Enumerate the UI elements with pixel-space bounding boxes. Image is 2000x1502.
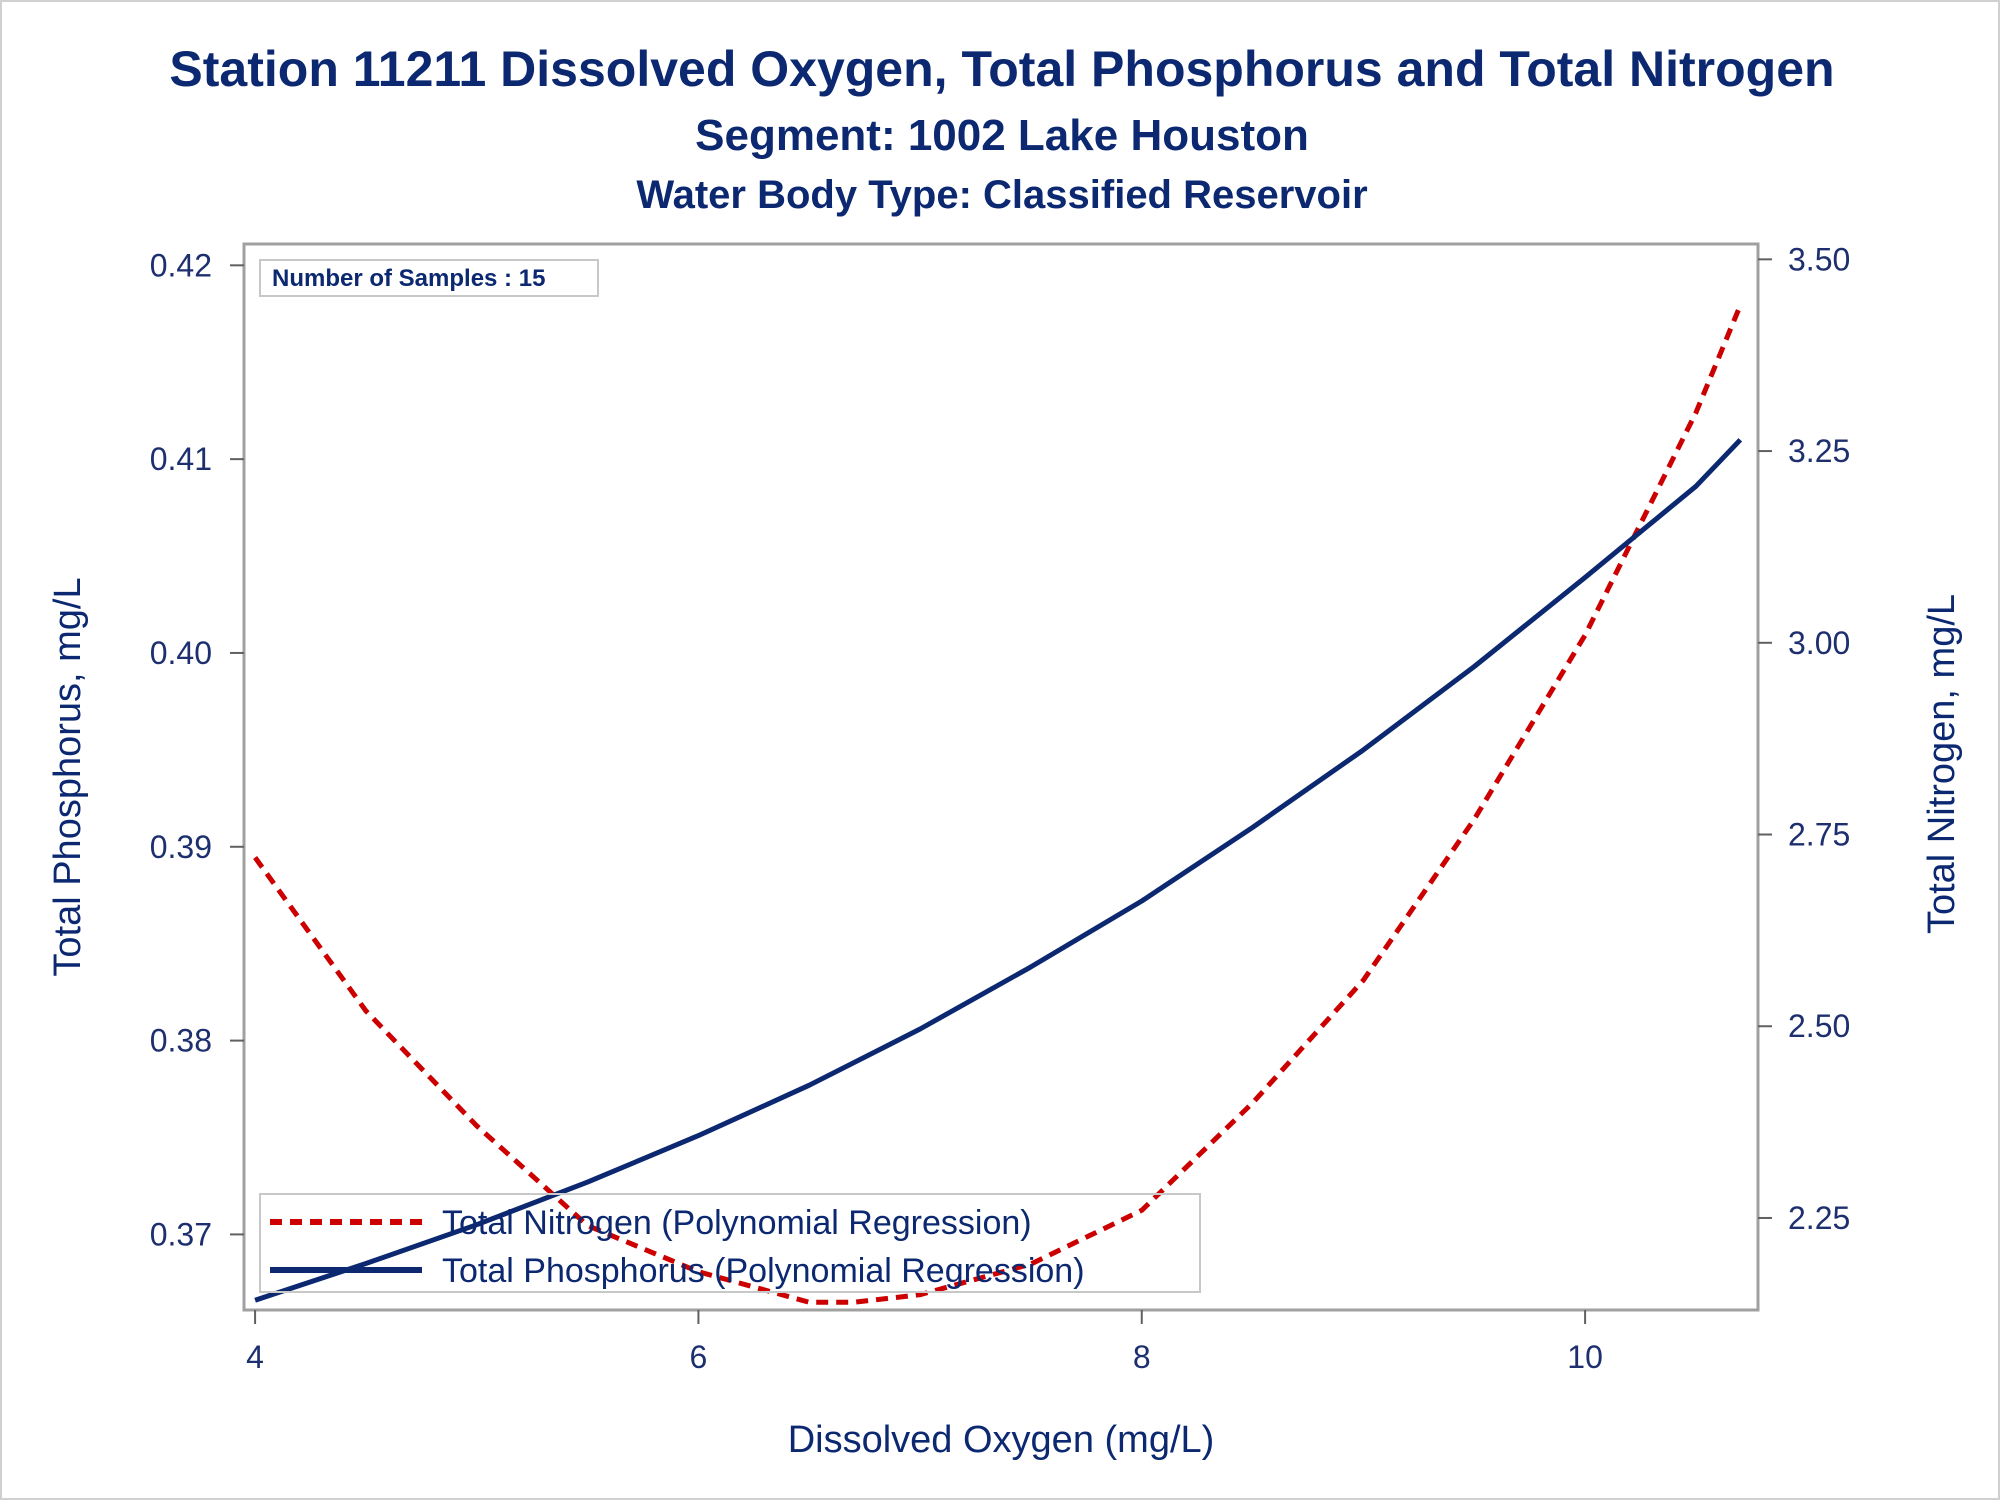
y-tick-label: 0.37 <box>150 1216 212 1252</box>
y-tick-label: 0.40 <box>150 635 212 671</box>
nitrogen-series-line <box>253 304 1743 1305</box>
y2-tick-label: 3.50 <box>1788 241 1850 277</box>
y-tick-label: 0.42 <box>150 247 212 283</box>
x-tick-label: 6 <box>690 1339 708 1375</box>
y2-tick-label: 3.25 <box>1788 433 1850 469</box>
x-tick-label: 10 <box>1567 1339 1603 1375</box>
chart-subtitle: Segment: 1002 Lake Houston <box>695 111 1309 160</box>
legend-label-phosphorus: Total Phosphorus (Polynomial Regression) <box>442 1252 1085 1290</box>
legend: Total Nitrogen (Polynomial Regression) T… <box>259 1193 1201 1293</box>
x-tick-label: 4 <box>246 1339 264 1375</box>
y2-tick-label: 2.75 <box>1788 817 1850 853</box>
plot-area <box>242 242 1760 1312</box>
y-axis-right: 2.25 2.50 2.75 3.00 3.25 3.50 <box>1758 241 1850 1236</box>
samples-annotation-box <box>259 259 599 297</box>
series-layer <box>253 304 1743 1305</box>
y-axis-label: Total Phosphorus, mg/L <box>47 577 89 976</box>
y-tick-label: 0.38 <box>150 1023 212 1059</box>
chart-title: Station 11211 Dissolved Oxygen, Total Ph… <box>169 41 1834 97</box>
y2-tick-label: 2.25 <box>1788 1200 1850 1236</box>
y-tick-label: 0.39 <box>150 829 212 865</box>
y2-axis-label: Total Nitrogen, mg/L <box>1921 594 1963 934</box>
chart-subtitle-2: Water Body Type: Classified Reservoir <box>636 173 1367 217</box>
y2-tick-label: 3.00 <box>1788 625 1850 661</box>
legend-box <box>259 1193 1201 1293</box>
samples-annotation: Number of Samples : 15 <box>272 265 545 292</box>
legend-label-nitrogen: Total Nitrogen (Polynomial Regression) <box>442 1204 1032 1242</box>
y-axis-left: 0.37 0.38 0.39 0.40 0.41 0.42 <box>150 247 244 1252</box>
x-axis: 4 6 8 10 <box>246 1310 1603 1375</box>
phosphorus-series-line <box>254 438 1743 1303</box>
y2-tick-label: 2.50 <box>1788 1008 1850 1044</box>
y-tick-label: 0.41 <box>150 441 212 477</box>
x-tick-label: 8 <box>1133 1339 1151 1375</box>
x-axis-label: Dissolved Oxygen (mg/L) <box>788 1419 1215 1461</box>
